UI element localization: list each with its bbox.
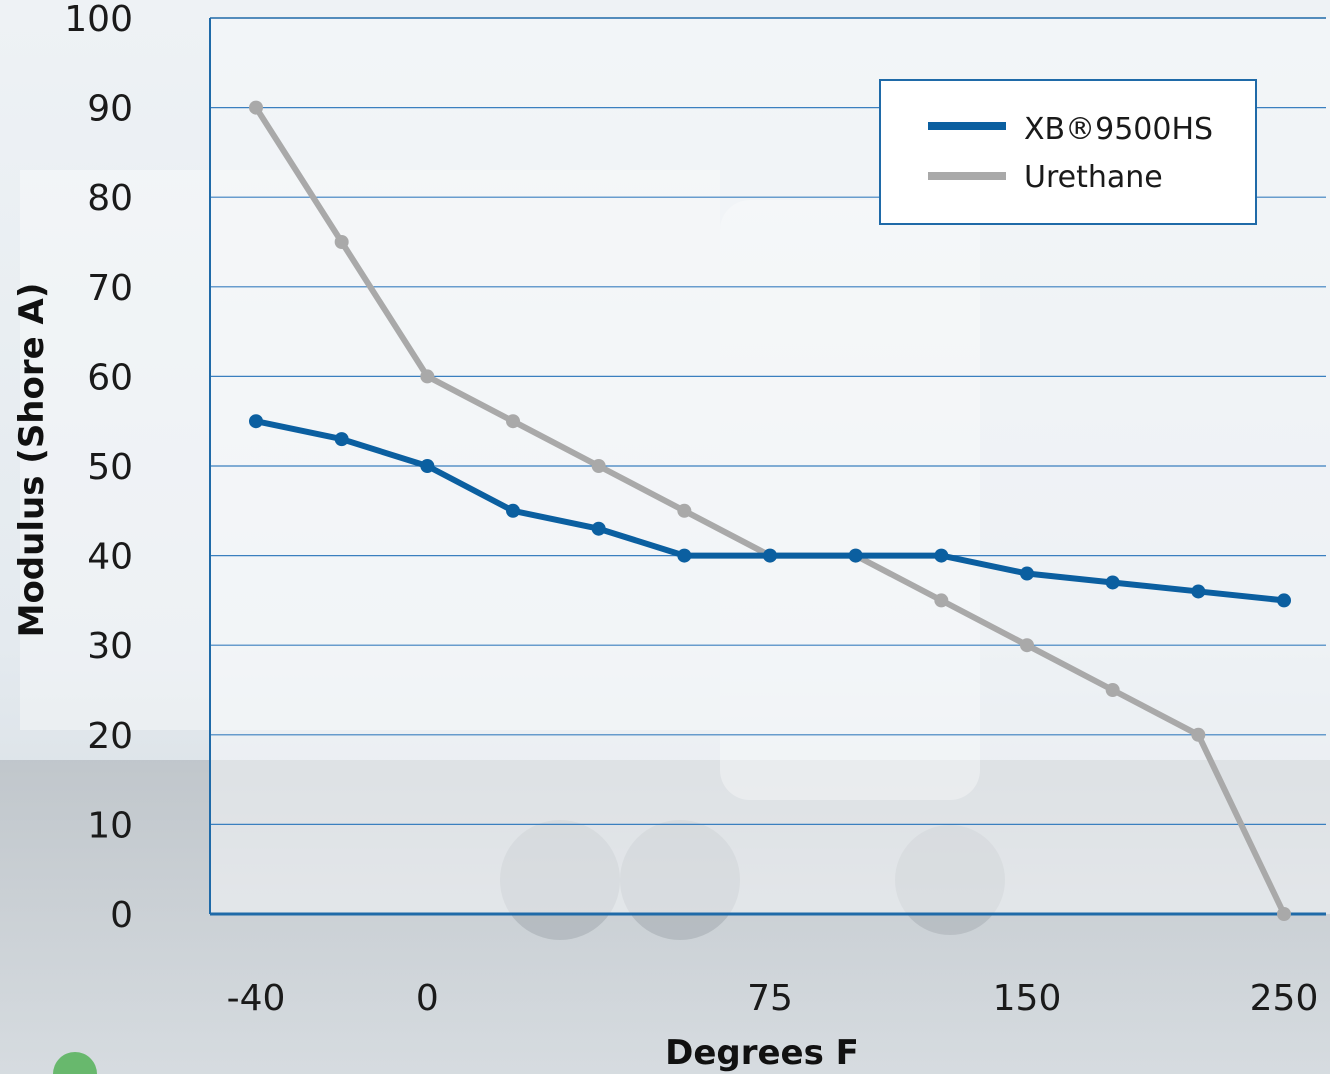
data-point-xb9500hs (420, 459, 435, 473)
y-tick-label: 10 (87, 805, 133, 846)
x-tick-label: 150 (993, 978, 1062, 1019)
legend: XB®9500HS Urethane (879, 79, 1257, 225)
grid-lines (210, 106, 1326, 826)
y-axis-ticks: 0 10 20 30 40 50 60 70 80 90 100 (64, 0, 133, 936)
y-tick-label: 100 (64, 0, 133, 40)
data-point-xb9500hs (1191, 584, 1206, 599)
data-point-xb9500hs (249, 414, 263, 429)
x-axis-ticks: -40 0 75 150 250 (227, 978, 1319, 1019)
data-point-xb9500hs (677, 548, 692, 563)
data-point-urethane (506, 414, 520, 429)
data-point-urethane (1020, 638, 1034, 653)
axes (209, 17, 1326, 916)
data-point-urethane (1191, 727, 1206, 742)
data-point-urethane (591, 459, 606, 473)
data-point-xb9500hs (1277, 593, 1291, 608)
data-point-xb9500hs (506, 503, 520, 518)
y-tick-label: 90 (87, 89, 133, 130)
data-point-xb9500hs (763, 548, 777, 563)
series-layer (249, 100, 1291, 921)
x-tick-label: 250 (1250, 978, 1319, 1019)
legend-label-urethane: Urethane (1024, 160, 1163, 195)
data-point-urethane (249, 100, 263, 115)
y-tick-label: 0 (110, 895, 133, 936)
y-tick-label: 50 (87, 447, 133, 488)
data-point-xb9500hs (1105, 575, 1120, 590)
data-point-urethane (677, 503, 692, 518)
y-tick-label: 80 (87, 178, 133, 219)
x-tick-label: 0 (416, 978, 439, 1019)
series-xb9500hs (249, 414, 1291, 608)
y-tick-label: 20 (87, 716, 133, 757)
y-tick-label: 30 (87, 626, 133, 667)
data-point-xb9500hs (1020, 566, 1034, 581)
data-point-xb9500hs (591, 521, 606, 536)
y-axis-title: Modulus (Shore A) (12, 283, 52, 638)
y-tick-label: 60 (87, 357, 133, 398)
data-point-xb9500hs (934, 548, 949, 563)
x-tick-label: -40 (227, 978, 286, 1019)
data-point-urethane (934, 593, 949, 608)
logo-icon (53, 1052, 97, 1074)
data-point-urethane (334, 235, 349, 249)
data-point-xb9500hs (334, 432, 349, 447)
data-point-urethane (1105, 683, 1120, 697)
data-point-urethane (420, 369, 435, 384)
legend-box (879, 79, 1257, 225)
legend-label-xb9500hs: XB®9500HS (1024, 112, 1213, 147)
y-tick-label: 70 (87, 268, 133, 309)
x-axis-title: Degrees F (665, 1033, 859, 1073)
y-tick-label: 40 (87, 537, 133, 578)
data-point-xb9500hs (848, 548, 863, 563)
x-tick-label: 75 (747, 978, 793, 1019)
data-point-urethane (1277, 907, 1291, 921)
